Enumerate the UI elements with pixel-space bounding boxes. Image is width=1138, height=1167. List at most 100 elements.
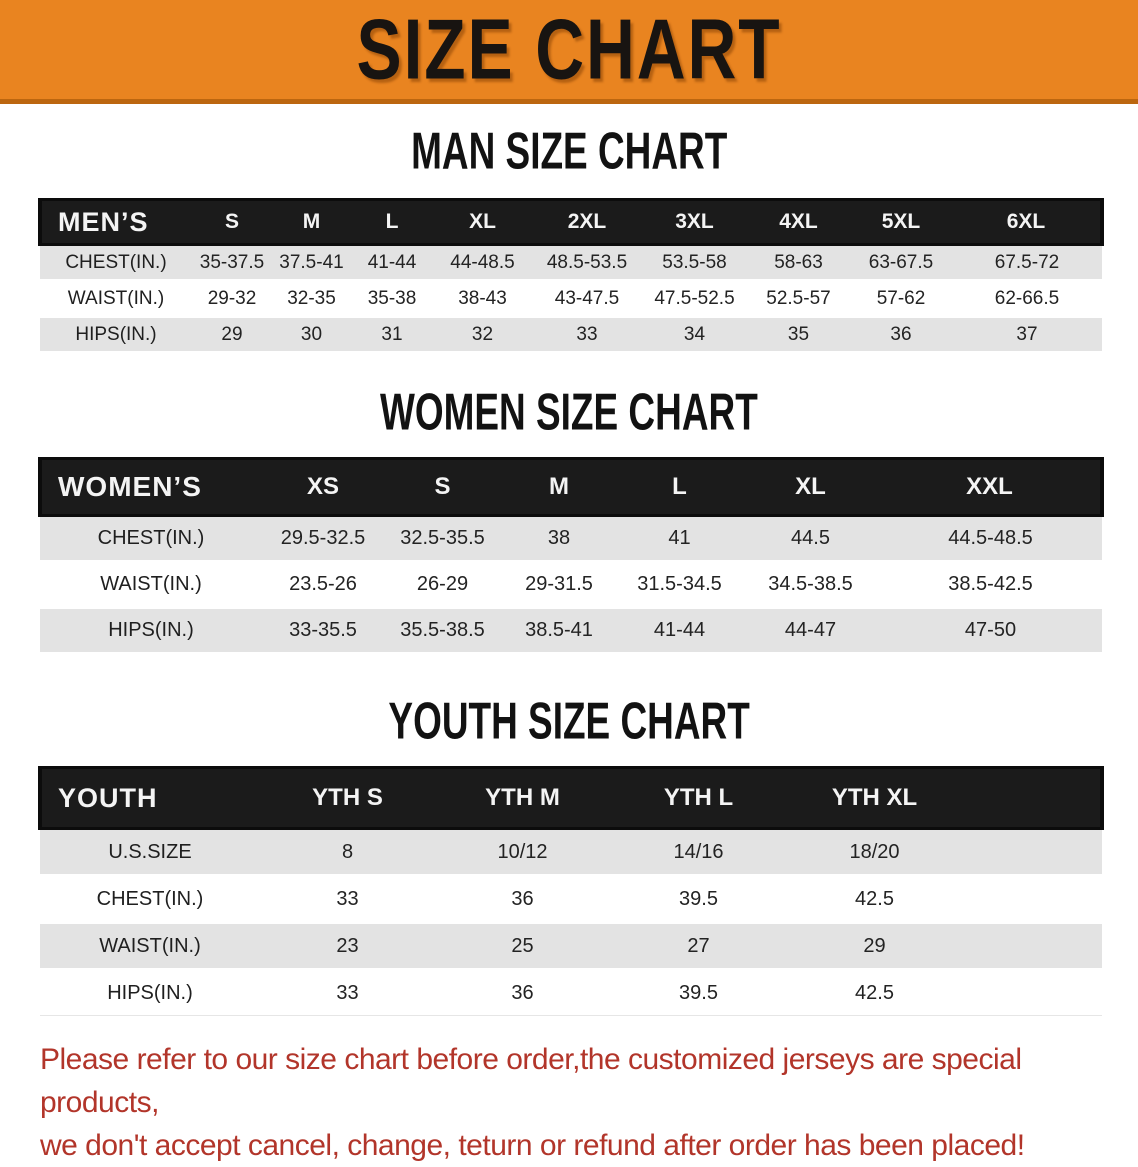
cell: 35-38 [351,279,433,317]
cell-spacer [962,874,1102,923]
cell: 41 [617,514,742,562]
order-policy-line-2: we don't accept cancel, change, teturn o… [40,1129,1025,1162]
cell: 29-31.5 [501,560,617,608]
cell: 42.5 [787,968,962,1016]
youth-hips-row: HIPS(IN.) 33 36 39.5 42.5 [40,968,1102,1016]
womens-size-s: S [384,457,501,517]
cell: 36 [435,968,610,1016]
cell: 58-63 [747,243,850,281]
cell: 14/16 [610,827,787,876]
row-label: WAIST(IN.) [40,921,260,970]
cell: 29 [787,921,962,970]
youth-ussize-row: U.S.SIZE 8 10/12 14/16 18/20 [40,827,1102,876]
row-label: HIPS(IN.) [40,315,192,351]
cell: 29-32 [192,279,272,317]
cell: 32.5-35.5 [384,514,501,562]
row-label: HIPS(IN.) [40,968,260,1016]
mens-size-table: MEN’S S M L XL 2XL 3XL 4XL 5XL 6XL CHEST… [38,198,1104,351]
cell: 26-29 [384,560,501,608]
cell: 44-48.5 [433,243,532,281]
mens-header-row: MEN’S S M L XL 2XL 3XL 4XL 5XL 6XL [38,198,1104,246]
youth-waist-row: WAIST(IN.) 23 25 27 29 [40,921,1102,970]
mens-chest-row: CHEST(IN.) 35-37.5 37.5-41 41-44 44-48.5… [40,243,1102,281]
order-policy-line-1: Please refer to our size chart before or… [40,1043,1022,1119]
youth-size-s: YTH S [260,766,435,830]
order-policy-note: Please refer to our size chart before or… [40,1038,1138,1167]
youth-chest-row: CHEST(IN.) 33 36 39.5 42.5 [40,874,1102,923]
mens-header-label: MEN’S [38,198,192,246]
womens-size-m: M [501,457,617,517]
cell: 62-66.5 [952,279,1102,317]
cell: 41-44 [351,243,433,281]
womens-waist-row: WAIST(IN.) 23.5-26 26-29 29-31.5 31.5-34… [40,560,1102,608]
cell: 37.5-41 [272,243,351,281]
cell: 34.5-38.5 [742,560,879,608]
cell: 42.5 [787,874,962,923]
row-label: CHEST(IN.) [40,514,262,562]
cell: 23 [260,921,435,970]
mens-size-xl: XL [433,198,532,246]
cell: 34 [642,315,747,351]
cell: 38 [501,514,617,562]
cell: 33 [260,968,435,1016]
row-label: U.S.SIZE [40,827,260,876]
youth-header-spacer [962,766,1104,830]
youth-section-heading: YOUTH SIZE CHART [388,692,750,751]
mens-size-m: M [272,198,351,246]
mens-size-4xl: 4XL [747,198,850,246]
womens-size-xs: XS [262,457,384,517]
womens-header-row: WOMEN’S XS S M L XL XXL [38,457,1104,517]
row-label: CHEST(IN.) [40,243,192,281]
cell: 8 [260,827,435,876]
cell: 38.5-42.5 [879,560,1102,608]
youth-size-table: YOUTH YTH S YTH M YTH L YTH XL U.S.SIZE … [38,766,1104,1016]
cell: 47.5-52.5 [642,279,747,317]
womens-size-xl: XL [742,457,879,517]
youth-size-l: YTH L [610,766,787,830]
page-title: SIZE CHART [356,2,782,97]
cell: 41-44 [617,606,742,652]
size-chart-banner: SIZE CHART [0,0,1138,104]
mens-hips-row: HIPS(IN.) 29 30 31 32 33 34 35 36 37 [40,315,1102,351]
cell: 29.5-32.5 [262,514,384,562]
cell: 35-37.5 [192,243,272,281]
cell: 33 [260,874,435,923]
womens-size-l: L [617,457,742,517]
youth-header-label: YOUTH [38,766,260,830]
row-label: WAIST(IN.) [40,279,192,317]
cell: 44.5 [742,514,879,562]
cell: 44.5-48.5 [879,514,1102,562]
row-label: CHEST(IN.) [40,874,260,923]
cell: 36 [435,874,610,923]
womens-size-xxl: XXL [879,457,1104,517]
mens-size-5xl: 5XL [850,198,952,246]
cell: 32-35 [272,279,351,317]
cell: 37 [952,315,1102,351]
row-label: HIPS(IN.) [40,606,262,652]
cell: 25 [435,921,610,970]
cell: 30 [272,315,351,351]
cell: 33-35.5 [262,606,384,652]
cell: 35.5-38.5 [384,606,501,652]
cell: 32 [433,315,532,351]
cell: 31 [351,315,433,351]
mens-waist-row: WAIST(IN.) 29-32 32-35 35-38 38-43 43-47… [40,279,1102,317]
cell: 23.5-26 [262,560,384,608]
youth-header-row: YOUTH YTH S YTH M YTH L YTH XL [38,766,1104,830]
cell-spacer [962,921,1102,970]
womens-chest-row: CHEST(IN.) 29.5-32.5 32.5-35.5 38 41 44.… [40,514,1102,562]
women-section-heading: WOMEN SIZE CHART [380,383,758,442]
cell: 35 [747,315,850,351]
cell: 44-47 [742,606,879,652]
mens-size-s: S [192,198,272,246]
mens-size-3xl: 3XL [642,198,747,246]
cell: 67.5-72 [952,243,1102,281]
womens-size-table: WOMEN’S XS S M L XL XXL CHEST(IN.) 29.5-… [38,457,1104,652]
womens-header-label: WOMEN’S [38,457,262,517]
cell: 57-62 [850,279,952,317]
mens-size-2xl: 2XL [532,198,642,246]
cell: 53.5-58 [642,243,747,281]
cell: 47-50 [879,606,1102,652]
cell: 10/12 [435,827,610,876]
youth-size-xl: YTH XL [787,766,962,830]
